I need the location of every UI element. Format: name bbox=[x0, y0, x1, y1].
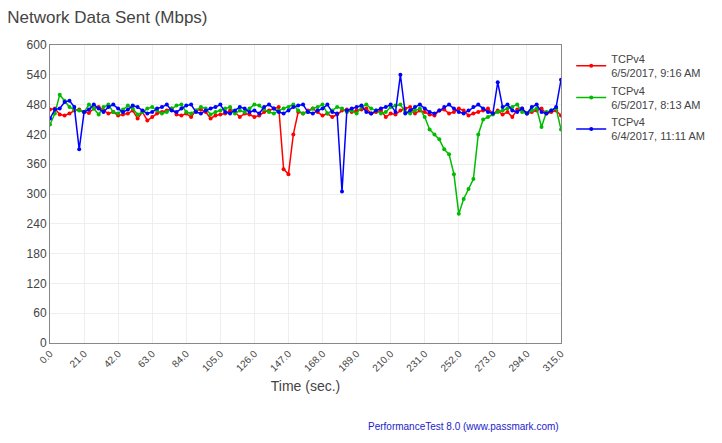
svg-text:360: 360 bbox=[27, 157, 47, 171]
svg-text:315.0: 315.0 bbox=[540, 348, 566, 374]
svg-text:420: 420 bbox=[27, 128, 47, 142]
svg-text:63.0: 63.0 bbox=[136, 348, 158, 370]
svg-text:189.0: 189.0 bbox=[336, 348, 362, 374]
svg-text:21.0: 21.0 bbox=[67, 348, 89, 370]
svg-text:147.0: 147.0 bbox=[268, 348, 294, 374]
svg-text:60: 60 bbox=[33, 306, 47, 320]
svg-text:TCPv46/5/2017, 9:16 AM: TCPv46/5/2017, 9:16 AM bbox=[611, 53, 700, 79]
svg-text:84.0: 84.0 bbox=[170, 348, 192, 370]
svg-text:600: 600 bbox=[27, 38, 47, 52]
svg-text:480: 480 bbox=[27, 98, 47, 112]
svg-text:294.0: 294.0 bbox=[506, 348, 532, 374]
svg-text:0.0: 0.0 bbox=[37, 348, 55, 366]
svg-text:240: 240 bbox=[27, 217, 47, 231]
svg-text:180: 180 bbox=[27, 247, 47, 261]
svg-text:231.0: 231.0 bbox=[404, 348, 430, 374]
svg-text:105.0: 105.0 bbox=[200, 348, 226, 374]
svg-text:42.0: 42.0 bbox=[102, 348, 124, 370]
svg-text:210.0: 210.0 bbox=[370, 348, 396, 374]
svg-text:PerformanceTest 8.0 (www.passm: PerformanceTest 8.0 (www.passmark.com) bbox=[368, 421, 559, 432]
svg-text:540: 540 bbox=[27, 68, 47, 82]
svg-text:168.0: 168.0 bbox=[302, 348, 328, 374]
svg-text:300: 300 bbox=[27, 187, 47, 201]
svg-text:120: 120 bbox=[27, 277, 47, 291]
svg-text:252.0: 252.0 bbox=[438, 348, 464, 374]
svg-text:TCPv46/5/2017, 8:13 AM: TCPv46/5/2017, 8:13 AM bbox=[611, 85, 700, 111]
svg-text:0: 0 bbox=[40, 336, 47, 350]
svg-text:126.0: 126.0 bbox=[234, 348, 260, 374]
svg-text:273.0: 273.0 bbox=[472, 348, 498, 374]
svg-text:Network Data Sent (Mbps): Network Data Sent (Mbps) bbox=[7, 8, 207, 27]
svg-text:Time (sec.): Time (sec.) bbox=[271, 378, 340, 394]
svg-text:TCPv46/4/2017, 11:11 AM: TCPv46/4/2017, 11:11 AM bbox=[611, 116, 705, 142]
